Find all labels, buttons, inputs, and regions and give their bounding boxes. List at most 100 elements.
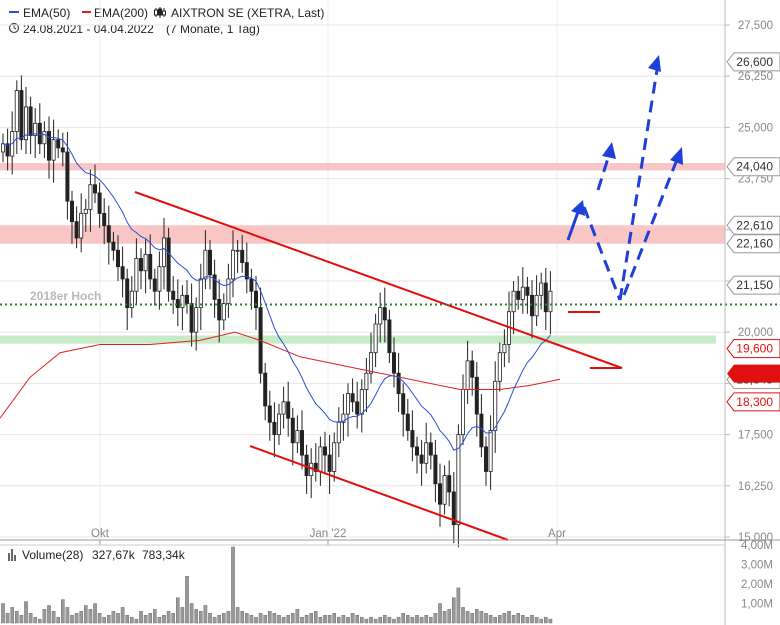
volume-bar: [1, 603, 5, 624]
volume-bar: [235, 607, 240, 624]
clock-icon: [8, 22, 20, 34]
x-tick-label: Okt: [91, 528, 110, 540]
candle-body: [387, 319, 392, 354]
trend-lines: [134, 191, 623, 541]
volume-value-2: 783,34k: [142, 548, 186, 562]
volume-bar: [47, 605, 51, 624]
candle-body: [332, 442, 337, 472]
volume-bar: [281, 616, 286, 624]
date-range: 24.08.2021 - 04.04.2022: [23, 22, 154, 36]
volume-value-1: 327,67k: [92, 548, 136, 562]
candle-body: [263, 372, 268, 407]
volume-bar: [396, 616, 401, 624]
volume-bar: [507, 611, 511, 624]
volume-bar: [42, 609, 47, 624]
candle-body: [322, 446, 327, 456]
candle-body: [483, 446, 488, 472]
volume-bar: [268, 611, 272, 624]
volume-bar: [162, 615, 166, 624]
volume-bar: [300, 616, 304, 624]
candle-body: [359, 389, 364, 415]
volume-bar: [88, 609, 93, 624]
candle-body: [295, 430, 300, 444]
candle-body: [451, 491, 456, 526]
candle-body: [391, 352, 396, 374]
volume-bar: [61, 599, 65, 624]
price-grid: [0, 0, 725, 540]
volume-bar: [346, 616, 350, 624]
volume-bar: [56, 616, 60, 624]
candle-body: [327, 454, 332, 472]
candle-body: [350, 393, 355, 403]
candle-body: [111, 241, 116, 251]
volume-bar: [111, 611, 116, 624]
y-tick-label: 17,500: [738, 430, 773, 442]
candle-body: [19, 90, 24, 141]
projection-arrow-line: [582, 206, 622, 301]
volume-bar: [148, 613, 153, 624]
candle-body: [382, 307, 387, 321]
candle-body: [401, 393, 406, 415]
x-axis-ticks: Okt Jan '22 Apr: [91, 528, 566, 545]
candle-body: [180, 294, 185, 309]
candle-body: [548, 290, 553, 313]
volume-bar: [244, 613, 249, 624]
volume-bar: [208, 613, 212, 624]
volume-bar: [383, 615, 387, 624]
y-tick-label: 15,000: [738, 532, 773, 544]
candle-body: [120, 266, 125, 280]
candle-body: [125, 278, 130, 309]
candle-body: [226, 278, 231, 304]
candle-body: [106, 225, 111, 243]
volume-bar: [166, 611, 171, 624]
volume-bar: [14, 611, 19, 624]
y-tick-label: 25,000: [738, 122, 773, 134]
candle-body: [189, 303, 194, 333]
volume-tick-label: 2,00M: [741, 579, 773, 591]
candle-body: [543, 282, 548, 313]
price-label-box: [726, 339, 780, 359]
candle-body: [83, 208, 88, 214]
volume-bar: [217, 615, 222, 624]
candle-body: [116, 249, 121, 268]
volume-bar: [387, 616, 392, 624]
volume-bar: [254, 616, 258, 624]
arrow-head-icon: [602, 142, 616, 159]
candle-body: [373, 323, 378, 354]
volume-bar: [249, 615, 254, 624]
volume-bar: [157, 616, 162, 624]
candle-body: [212, 274, 217, 300]
resistance-band: [0, 225, 725, 244]
candle-body: [230, 249, 235, 280]
candle-body: [171, 290, 176, 300]
volume-bar: [314, 611, 318, 624]
volume-bar: [364, 618, 369, 624]
volume-bar: [240, 611, 245, 624]
candle-body: [42, 131, 47, 145]
volume-bar: [470, 613, 475, 624]
volume-bar: [406, 615, 410, 624]
bar-chart-icon: [8, 549, 16, 561]
volume-bar: [378, 616, 383, 624]
candle-body: [14, 90, 19, 132]
candle-body: [152, 278, 157, 292]
resistance-band: [0, 163, 725, 171]
volume-bar: [125, 615, 129, 624]
candle-body: [534, 294, 539, 317]
volume-bar: [447, 609, 452, 624]
annotation-2018-high: 2018er Hoch: [30, 289, 101, 303]
x-tick-label: Apr: [548, 528, 566, 540]
volume-bar: [369, 616, 373, 624]
candle-body: [129, 290, 134, 309]
candle-body: [424, 442, 429, 464]
candle-body: [290, 417, 295, 444]
volume-bar: [373, 618, 378, 624]
volume-bar: [304, 615, 309, 624]
candle-body: [405, 413, 410, 431]
candle-body: [157, 266, 162, 292]
volume-bar: [116, 613, 120, 624]
candle-body: [93, 184, 98, 194]
candle-body: [368, 352, 373, 374]
volume-bar: [332, 613, 337, 624]
volume-bar: [442, 611, 447, 624]
